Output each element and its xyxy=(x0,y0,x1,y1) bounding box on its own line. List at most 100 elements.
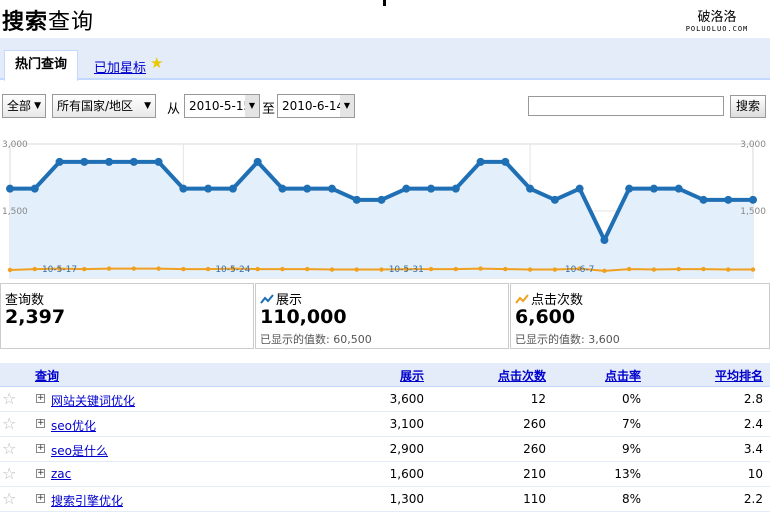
data-point xyxy=(724,195,733,204)
stat-impressions-value: 110,000 xyxy=(260,306,347,328)
queries-chart: 3,000 1,500 3,000 1,500 10-5-17 10-5-24 10-5-3… xyxy=(0,126,770,282)
stat-clicks-sub: 已显示的值数: 3,600 xyxy=(515,333,620,346)
star-outline-icon[interactable]: ☆ xyxy=(2,389,17,408)
data-point xyxy=(503,266,508,272)
table-row: ☆ + seo是什么 2,900 260 9% 3.4 xyxy=(0,437,770,462)
data-point xyxy=(6,184,14,193)
trend-line-icon xyxy=(260,294,274,304)
expand-icon[interactable]: + xyxy=(36,418,45,428)
avg-position-cell: 2.8 xyxy=(743,392,763,406)
avg-position-cell: 2.4 xyxy=(743,417,763,431)
data-point xyxy=(106,266,112,271)
data-point xyxy=(154,157,163,166)
data-point xyxy=(179,184,188,193)
query-link[interactable]: seo优化 xyxy=(51,419,96,433)
x-tick-label: 10-5-24 xyxy=(215,265,250,275)
star-outline-icon[interactable]: ☆ xyxy=(2,489,17,508)
site-logo: 破洛洛 POLUOLUO.COM xyxy=(672,6,762,33)
table-header: 查询 展示 点击次数 点击率 平均排名 xyxy=(0,363,770,387)
expand-icon[interactable]: + xyxy=(36,493,45,503)
data-point xyxy=(600,236,609,245)
data-point xyxy=(674,184,683,193)
expand-icon[interactable]: + xyxy=(36,468,45,478)
search-input[interactable] xyxy=(528,96,724,116)
data-point xyxy=(526,184,535,193)
to-date-picker[interactable]: 2010-6-14 ▼ xyxy=(277,94,355,118)
header-impressions[interactable]: 展示 xyxy=(399,369,424,383)
data-point xyxy=(626,266,632,272)
stat-impressions-label-row: 展示 xyxy=(260,289,302,308)
data-point xyxy=(303,184,312,193)
chevron-down-icon: ▼ xyxy=(245,95,259,117)
star-outline-icon[interactable]: ☆ xyxy=(2,414,17,433)
star-outline-icon[interactable]: ☆ xyxy=(2,439,17,458)
data-point xyxy=(552,267,558,272)
data-point xyxy=(305,266,310,272)
page-title-bold: 搜索 xyxy=(2,10,49,35)
tab-bar: 热门查询 已加星标 ★ xyxy=(0,38,770,81)
queries-table: 查询 展示 点击次数 点击率 平均排名 ☆ + 网站关键词优化 3,600 12 0% 2.… xyxy=(0,363,770,512)
header-avg-position[interactable]: 平均排名 xyxy=(714,369,763,383)
type-select[interactable]: 全部 ▼ xyxy=(2,94,46,118)
query-link[interactable]: seo是什么 xyxy=(51,444,108,458)
header-query[interactable]: 查询 xyxy=(35,369,60,383)
impressions-cell: 1,300 xyxy=(389,492,424,506)
data-point xyxy=(750,267,756,272)
clicks-cell: 260 xyxy=(523,417,546,431)
tab-top-queries[interactable]: 热门查询 xyxy=(4,50,78,81)
tab-starred[interactable]: 已加星标 xyxy=(94,61,147,76)
page-title-light: 查询 xyxy=(48,10,95,35)
clicks-cell: 210 xyxy=(523,467,546,481)
x-tick-label: 10-5-17 xyxy=(42,265,77,275)
data-point xyxy=(55,157,64,166)
data-point xyxy=(451,184,460,193)
data-point xyxy=(129,157,138,166)
data-point xyxy=(80,157,89,166)
query-link[interactable]: 网站关键词优化 xyxy=(51,394,136,408)
data-point xyxy=(57,266,62,271)
data-point xyxy=(280,266,285,272)
expand-icon[interactable]: + xyxy=(36,443,45,453)
from-label: 从 xyxy=(167,102,181,117)
query-link[interactable]: 搜索引擎优化 xyxy=(51,494,124,508)
stat-queries-value: 2,397 xyxy=(5,306,66,328)
stats-summary: 查询数 2,397 展示 110,000 已显示的值数: 60,500 点击次数… xyxy=(0,283,770,349)
region-select-value: 所有国家/地区 xyxy=(57,99,134,113)
to-label: 至 xyxy=(262,102,276,117)
region-select[interactable]: 所有国家/地区 ▼ xyxy=(52,94,156,118)
query-link[interactable]: zac xyxy=(51,467,72,481)
stat-clicks-value: 6,600 xyxy=(515,306,576,328)
expand-icon[interactable]: + xyxy=(36,393,45,403)
avg-position-cell: 3.4 xyxy=(743,442,763,456)
impressions-cell: 3,100 xyxy=(389,417,424,431)
data-point xyxy=(602,268,607,274)
data-point xyxy=(550,195,559,204)
avg-position-cell: 2.2 xyxy=(743,492,763,506)
data-point xyxy=(352,195,361,204)
data-point xyxy=(329,267,335,272)
data-point xyxy=(527,267,533,272)
data-point xyxy=(649,184,658,193)
page-title: 搜索查询 xyxy=(2,4,94,36)
stat-clicks: 点击次数 6,600 已显示的值数: 3,600 xyxy=(510,283,770,349)
star-outline-icon[interactable]: ☆ xyxy=(2,464,17,483)
ctr-cell: 0% xyxy=(621,392,641,406)
table-row: ☆ + 搜索引擎优化 1,300 110 8% 2.2 xyxy=(0,487,770,512)
stat-clicks-label: 点击次数 xyxy=(531,293,584,308)
from-date-picker[interactable]: 2010-5-15 ▼ xyxy=(184,94,260,118)
avg-position-cell: 10 xyxy=(747,467,763,481)
data-point xyxy=(575,184,584,193)
stat-queries: 查询数 2,397 xyxy=(0,283,254,349)
table-row: ☆ + zac 1,600 210 13% 10 xyxy=(0,462,770,487)
data-point xyxy=(327,184,336,193)
data-point xyxy=(156,266,161,271)
data-point xyxy=(402,184,411,193)
search-button[interactable]: 搜索 xyxy=(730,95,766,118)
header-ctr[interactable]: 点击率 xyxy=(604,369,641,383)
trend-line-icon xyxy=(515,294,529,304)
data-point xyxy=(377,195,386,204)
header-clicks[interactable]: 点击次数 xyxy=(497,369,546,383)
ctr-cell: 13% xyxy=(614,467,641,481)
data-point xyxy=(255,266,260,272)
data-point xyxy=(478,266,483,271)
